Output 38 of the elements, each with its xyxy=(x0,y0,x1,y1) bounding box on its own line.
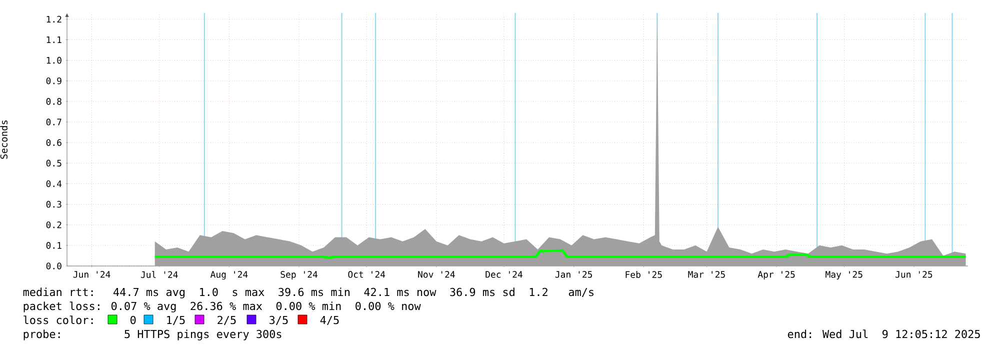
x-tick-label: Aug '24 xyxy=(210,271,248,280)
x-tick-label: Nov '24 xyxy=(418,271,455,278)
x-tick-label: Jun '25 xyxy=(896,271,932,278)
x-tick-label: Jun '24 xyxy=(73,271,110,278)
text: probe: 5 HTTPS pings every 300s xyxy=(24,330,282,340)
text: end: Wed Jul 9 12:05:12 2025 xyxy=(788,330,980,338)
y-tick-label: 1.0 xyxy=(46,56,62,64)
x-tick-label: Feb '25 xyxy=(626,271,662,278)
x-tick-label: Oct '24 xyxy=(348,271,386,278)
x-tick-label: Mar '25 xyxy=(688,271,725,278)
text: packet loss: 0.07 % avg 26.36 % max 0.00 % min 0.00 % now xyxy=(24,302,421,312)
x-tick-label: Dec '24 xyxy=(486,271,522,278)
line-series xyxy=(154,249,968,260)
x-tick-label: Jul '24 xyxy=(140,271,178,278)
x-tick-label: Jan '25 xyxy=(555,271,592,278)
y-tick-label: 0.6 xyxy=(46,139,62,146)
y-tick-label: 0.7 xyxy=(46,118,62,126)
y-axis-title: Seconds xyxy=(0,120,8,159)
x-tick-label: Sep '24 xyxy=(280,271,318,280)
y-tick-label: 0.1 xyxy=(46,242,62,249)
text: 1/5 xyxy=(167,316,185,326)
text: median rtt: 44.7 ms avg 1.0 s max 39.6 ms min 42.1 ms now 36.9 ms sd 1.2 am/s xyxy=(23,288,594,298)
y-tick-label: 0.3 xyxy=(46,200,62,208)
y-tick-label: 0.2 xyxy=(46,221,62,228)
text: 4/5 xyxy=(320,316,339,326)
y-tick-label: 0.4 xyxy=(46,180,62,188)
text: 2/5 xyxy=(218,316,236,326)
text: 0 xyxy=(130,316,136,324)
y-tick-label: 0.8 xyxy=(46,98,62,105)
text: 3/5 xyxy=(270,316,288,326)
x-tick-label: Apr '25 xyxy=(758,271,795,280)
text: loss color: xyxy=(24,316,93,324)
y-tick-label: 1.2 xyxy=(46,16,62,22)
y-tick-label: 0.5 xyxy=(46,160,62,167)
x-tick-label: May '25 xyxy=(826,271,862,280)
y-tick-label: 0.0 xyxy=(46,262,62,270)
y-tick-label: 0.9 xyxy=(46,77,62,84)
y-tick-label: 1.1 xyxy=(46,36,62,44)
